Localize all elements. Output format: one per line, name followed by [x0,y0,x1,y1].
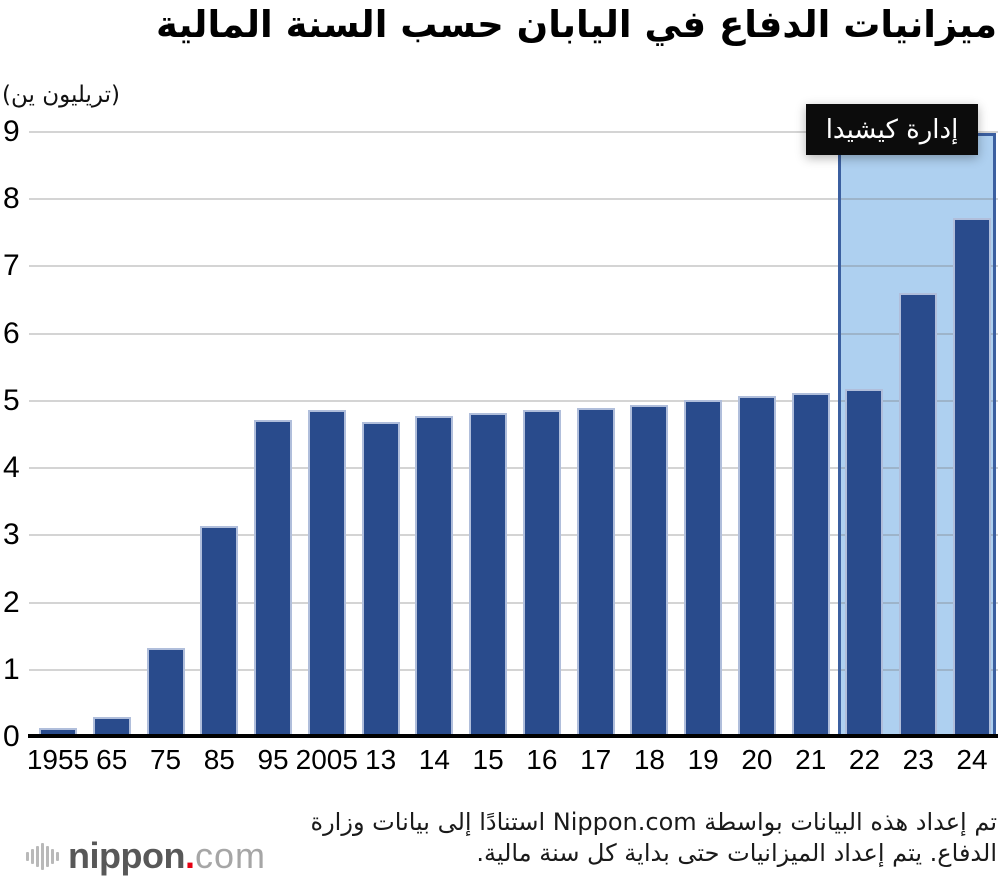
x-axis-tick-label: 85 [203,744,235,775]
soundwave-bars-icon [26,842,59,870]
bar [146,647,185,737]
x-axis-tick-label: 19 [687,744,719,775]
bar [684,400,723,737]
x-axis-tick-label: 65 [96,744,128,775]
x-axis-tick-label: 21 [795,744,827,775]
y-axis-unit-label: (تريليون ين) [2,82,120,108]
bar [254,419,293,737]
bar [200,525,239,737]
x-axis-tick-label: 24 [956,744,988,775]
bar [899,293,938,737]
x-axis-tick-label: 75 [149,744,182,775]
logo-text-nippon: nippon [68,835,185,876]
y-axis-tick-label: 6 [3,316,20,350]
x-axis-tick-label: 17 [580,744,612,775]
bar [953,218,991,737]
logo-red-dot: . [184,835,195,876]
x-axis-tick-label: 22 [848,744,881,775]
bar [737,396,776,737]
logo-text-com: com [194,835,266,876]
gridline [29,399,998,402]
bar [307,410,346,737]
x-axis-tick-label: 23 [902,744,934,775]
gridline [29,131,998,133]
source-note: تم إعداد هذه البيانات بواسطة Nippon.com … [277,807,997,869]
gridline [29,668,998,671]
nippon-logo: nippon . com [26,835,266,877]
y-axis-tick-label: 4 [3,451,20,485]
bar [522,410,561,737]
source-note-line2: الدفاع. يتم إعداد الميزانيات حتى بداية ك… [476,839,997,867]
bar [469,412,508,737]
y-axis-tick-label: 5 [3,383,20,417]
bar [415,415,454,737]
y-axis-tick-label: 9 [3,115,20,148]
bar [845,388,884,737]
gridline [29,467,998,470]
x-axis-tick-label: 13 [365,744,397,775]
x-axis-tick-label: 18 [633,744,665,775]
x-axis-tick-label: 20 [741,744,773,775]
highlight-badge: إدارة كيشيدا [806,104,978,155]
chart-title: ميزانيات الدفاع في اليابان حسب السنة الم… [156,3,997,46]
x-axis-tick-label: 16 [526,744,558,775]
x-axis-tick-label: 95 [257,744,289,775]
bar [791,392,830,737]
x-axis-tick-label: 15 [472,744,504,775]
x-axis-tick-label: 14 [418,744,450,775]
y-axis-tick-label: 1 [3,652,20,686]
x-axis-tick-label: 1955 [26,744,90,775]
y-axis-tick-label: 0 [3,720,20,753]
bar [92,716,131,737]
y-axis-tick-label: 3 [3,518,20,552]
gridline [29,332,998,335]
gridline [29,198,998,201]
x-axis-line [28,734,998,738]
bar [630,404,669,737]
bar [361,422,400,737]
y-axis-tick-label: 2 [3,585,20,619]
bar [39,728,77,737]
gridline [29,265,998,268]
source-note-line1: تم إعداد هذه البيانات بواسطة Nippon.com … [310,808,997,836]
gridline [29,534,998,537]
y-axis-tick-label: 8 [3,182,20,216]
y-axis-tick-label: 7 [3,249,20,283]
gridline [29,601,998,604]
bar [576,407,615,737]
x-axis-tick-label: 2005 [295,744,358,775]
